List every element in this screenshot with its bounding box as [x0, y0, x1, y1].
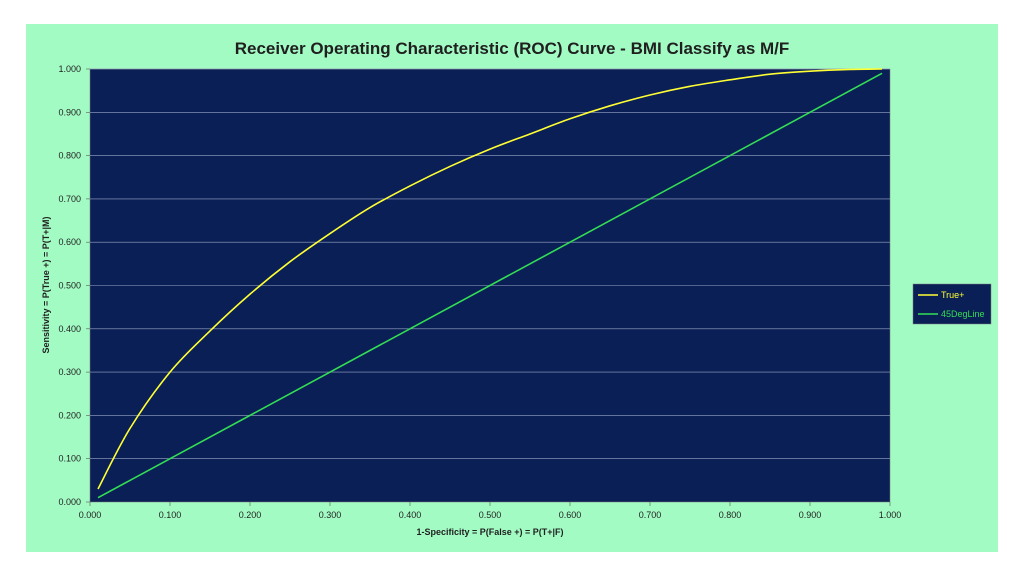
y-tick-label-7: 0.700 [58, 194, 81, 204]
x-tick-label-10: 1.000 [879, 510, 902, 520]
x-tick-label-0: 0.000 [79, 510, 102, 520]
x-tick-label-4: 0.400 [399, 510, 422, 520]
y-tick-label-10: 1.000 [58, 64, 81, 74]
y-tick-label-0: 0.000 [58, 497, 81, 507]
x-tick-label-7: 0.700 [639, 510, 662, 520]
series-layer [97, 68, 883, 499]
y-axis-ticks: 0.000 0.100 0.200 0.300 0.400 0.500 0.600 0.700… [58, 64, 90, 507]
y-tick-label-5: 0.500 [58, 281, 81, 291]
y-tick-label-2: 0.200 [58, 410, 81, 420]
legend-label-true-plus: True+ [941, 290, 964, 300]
x-axis-title: 1-Specificity = P(False +) = P(T+|F) [416, 527, 563, 537]
x-tick-label-8: 0.800 [719, 510, 742, 520]
x-tick-label-9: 0.900 [799, 510, 822, 520]
x-axis-ticks: 0.000 0.100 0.200 0.300 0.400 0.500 0.600 0.700… [79, 502, 902, 520]
y-tick-label-4: 0.400 [58, 324, 81, 334]
chart-area: Receiver Operating Characteristic (ROC) … [26, 24, 998, 552]
x-tick-label-6: 0.600 [559, 510, 582, 520]
y-tick-label-3: 0.300 [58, 367, 81, 377]
y-tick-label-8: 0.800 [58, 151, 81, 161]
gridlines [90, 68, 890, 460]
series-line-true-plus [97, 68, 883, 490]
x-tick-label-5: 0.500 [479, 510, 502, 520]
chart-title: Receiver Operating Characteristic (ROC) … [235, 39, 790, 58]
y-tick-label-9: 0.900 [58, 107, 81, 117]
y-tick-label-1: 0.100 [58, 454, 81, 464]
roc-chart: Receiver Operating Characteristic (ROC) … [41, 39, 992, 537]
legend-label-45degline: 45DegLine [941, 309, 985, 319]
x-tick-label-1: 0.100 [159, 510, 182, 520]
x-tick-label-2: 0.200 [239, 510, 262, 520]
legend-box [912, 283, 992, 325]
legend: True+ 45DegLine [912, 283, 992, 325]
x-tick-label-3: 0.300 [319, 510, 342, 520]
y-tick-label-6: 0.600 [58, 237, 81, 247]
series-line-45degline [97, 72, 883, 499]
y-axis-title: Sensitivity = P(True +) = P(T+|M) [41, 216, 51, 353]
